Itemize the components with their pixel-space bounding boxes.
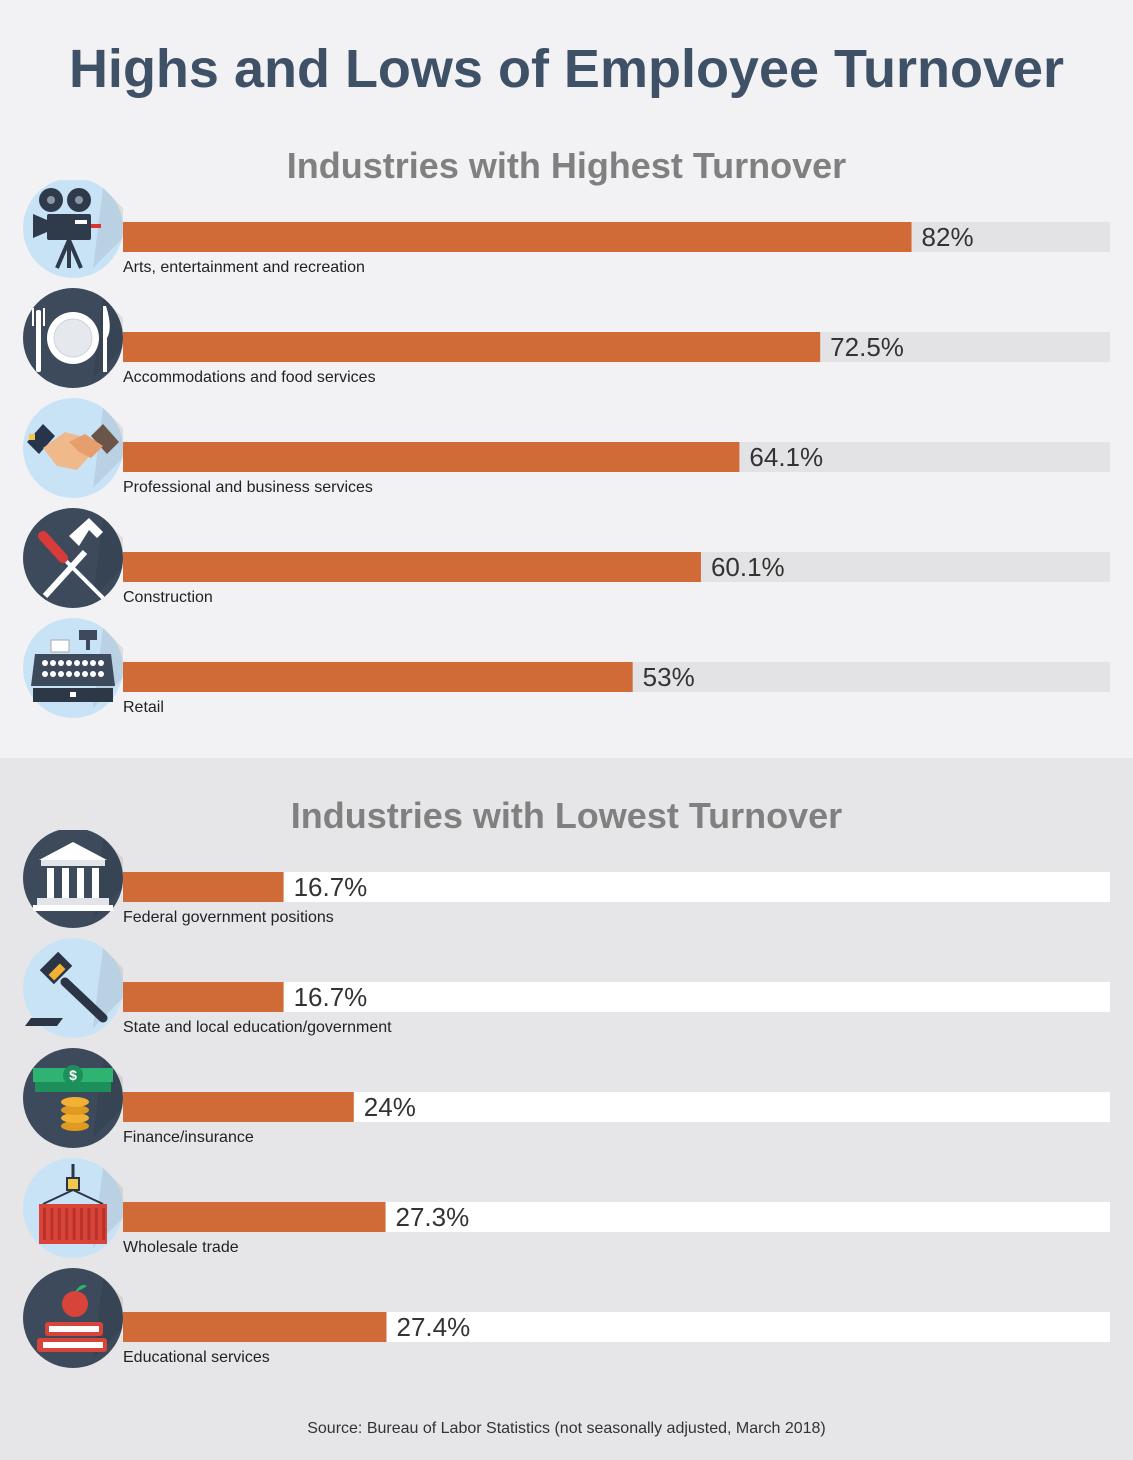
category-label: Federal government positions [123,909,334,926]
bar [123,332,821,362]
bar-value-label: 16.7% [294,872,368,902]
source-note: Source: Bureau of Labor Statistics (not … [307,1420,826,1437]
handshake-icon [23,398,123,498]
bar-value-label: 27.4% [396,1312,470,1342]
category-label: Retail [123,699,164,716]
bar [123,1092,354,1122]
category-label: Educational services [123,1349,270,1366]
category-label: Wholesale trade [123,1239,239,1256]
bar [123,442,740,472]
bar [123,1202,386,1232]
category-label: Professional and business services [123,479,373,496]
lowest-turnover-title: Industries with Lowest Turnover [290,795,843,836]
category-label: State and local education/government [123,1019,392,1036]
lowest-turnover-chart: 16.7% Federal government positions 16.7% St… [23,830,1110,1368]
bar [123,222,912,252]
bar-value-label: 53% [643,662,695,692]
bar-value-label: 60.1% [711,552,785,582]
highest-turnover-title: Industries with Highest Turnover [286,145,847,186]
hammer-screwdriver-icon [23,508,123,608]
page-title: Highs and Lows of Employee Turnover [68,39,1065,99]
category-label: Finance/insurance [123,1129,254,1146]
bar-value-label: 16.7% [294,982,368,1012]
books-apple-icon [23,1268,123,1368]
gavel-icon [23,938,123,1038]
bar [123,662,633,692]
plate-cutlery-icon [23,288,123,388]
film-camera-icon [23,180,123,278]
bar [123,872,284,902]
bar-value-label: 24% [364,1092,416,1122]
bar-value-label: 72.5% [830,332,904,362]
highest-turnover-panel [0,0,1133,758]
bar-value-label: 82% [922,222,974,252]
bar-track [123,982,1110,1012]
shipping-container-icon [23,1158,123,1258]
category-label: Arts, entertainment and recreation [123,259,365,276]
category-label: Construction [123,589,213,606]
government-building-icon [23,830,123,928]
bar [123,982,284,1012]
bar [123,552,701,582]
cash-register-icon [23,618,123,718]
category-label: Accommodations and food services [123,369,376,386]
money-coins-icon: $ [23,1048,123,1148]
bar-value-label: 64.1% [749,442,823,472]
bar-track [123,872,1110,902]
svg-text:$: $ [69,1067,77,1083]
highest-turnover-chart: 82% Arts, entertainment and recreation 72.… [23,180,1110,718]
bar [123,1312,387,1342]
bar-value-label: 27.3% [396,1202,470,1232]
